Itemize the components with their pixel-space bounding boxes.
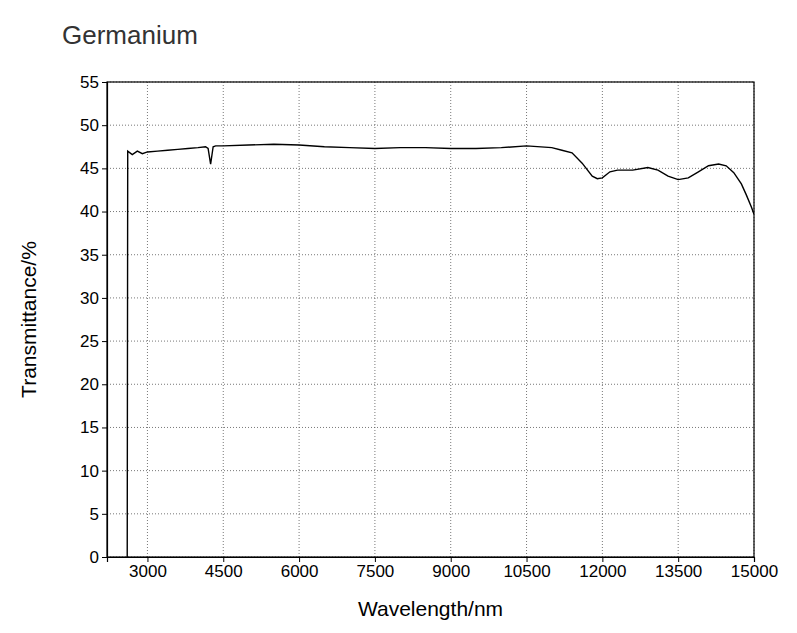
tick: 3000: [129, 557, 167, 581]
tick-mark: [102, 82, 107, 83]
grid-line: [678, 82, 679, 557]
series: [127, 144, 754, 557]
grid-line: [223, 82, 224, 557]
tick: 10: [80, 462, 107, 481]
tick-label: 10500: [503, 562, 550, 581]
grid-line: [107, 168, 754, 169]
tick: 35: [80, 246, 107, 265]
tick-mark: [102, 168, 107, 169]
tick: 10500: [503, 557, 550, 581]
tick-label: 12000: [579, 562, 626, 581]
tick: 6000: [281, 557, 319, 581]
tick: 15000: [731, 557, 778, 581]
tick: 45: [80, 159, 107, 178]
grid-line: [107, 470, 754, 471]
tick-mark: [102, 125, 107, 126]
tick-label: 45: [80, 159, 99, 178]
grid-line: [107, 297, 754, 298]
tick: 7500: [356, 557, 394, 581]
grid-line: [526, 82, 527, 557]
tick-mark: [102, 212, 107, 213]
x-axis: 3000 4500 6000 7500 9000 10500 12000 13500 15000: [108, 557, 779, 581]
grid-line: [374, 82, 375, 557]
chart: 3000450060007500900010500120001350015000…: [0, 0, 797, 633]
tick-label: 15000: [731, 562, 778, 581]
tick: 55: [80, 73, 107, 92]
grid-line: [107, 427, 754, 428]
grid-line: [107, 254, 754, 255]
tick-label: 4500: [205, 562, 243, 581]
tick: 4500: [205, 557, 243, 581]
tick-mark: [102, 514, 107, 515]
grid: [107, 82, 754, 557]
transmittance-line: [127, 144, 754, 557]
tick-mark: [102, 427, 107, 428]
tick: 9000: [432, 557, 470, 581]
tick: 15: [80, 418, 107, 437]
tick-mark: [102, 557, 107, 558]
tick: 13500: [655, 557, 702, 581]
axis-line: [102, 83, 108, 558]
tick-label: 7500: [356, 562, 394, 581]
tick-label: 20: [80, 375, 99, 394]
tick-label: 5: [90, 505, 99, 524]
tick-label: 3000: [129, 562, 167, 581]
tick-label: 13500: [655, 562, 702, 581]
tick-label: 35: [80, 246, 99, 265]
tick-label: 50: [80, 116, 99, 135]
tick-label: 25: [80, 332, 99, 351]
plot: 3000450060007500900010500120001350015000…: [80, 73, 778, 581]
grid-line: [107, 513, 754, 514]
grid-line: [602, 82, 603, 557]
tick-label: 6000: [281, 562, 319, 581]
tick-label: 10: [80, 462, 99, 481]
grid-line: [107, 384, 754, 385]
grid-line: [107, 125, 754, 126]
tick-label: 15: [80, 418, 99, 437]
y-axis-title: Transmittance/%: [17, 241, 40, 398]
grid-line: [299, 82, 300, 557]
tick: 25: [80, 332, 107, 351]
x-axis-title: Wavelength/nm: [358, 597, 503, 620]
tick-mark: [102, 471, 107, 472]
tick: 20: [80, 375, 107, 394]
tick-mark: [102, 384, 107, 385]
plot-frame: [107, 82, 754, 557]
grid-line: [107, 341, 754, 342]
tick-mark: [102, 298, 107, 299]
tick: 40: [80, 202, 107, 221]
tick-mark: [102, 341, 107, 342]
tick-label: 30: [80, 289, 99, 308]
tick: 5: [90, 505, 107, 524]
grid-line: [147, 82, 148, 557]
tick-label: 55: [80, 73, 99, 92]
tick-label: 40: [80, 202, 99, 221]
tick-mark: [102, 255, 107, 256]
title: Germanium: [62, 20, 198, 50]
y-axis: 0 5 10 15 20 25 30 35 40 45 50 55: [80, 73, 107, 567]
tick-label: 9000: [432, 562, 470, 581]
tick: 12000: [579, 557, 626, 581]
tick: 30: [80, 289, 107, 308]
tick-label: 0: [90, 548, 99, 567]
tick: 50: [80, 116, 107, 135]
grid-line: [107, 211, 754, 212]
tick: 0: [90, 548, 107, 567]
grid-line: [450, 82, 451, 557]
